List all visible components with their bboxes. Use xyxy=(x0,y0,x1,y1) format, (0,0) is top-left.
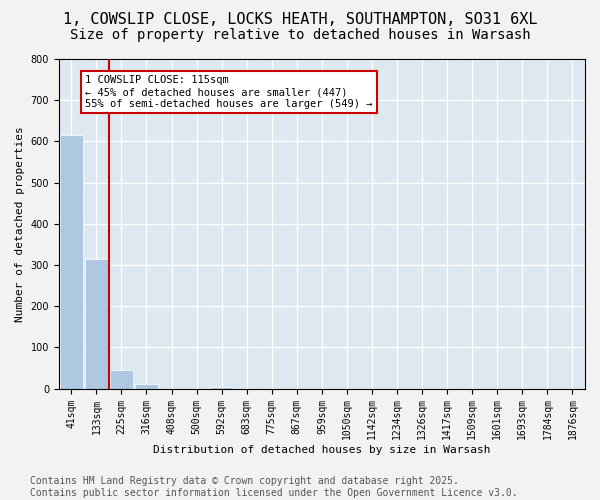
Bar xyxy=(85,259,107,388)
Text: Contains HM Land Registry data © Crown copyright and database right 2025.
Contai: Contains HM Land Registry data © Crown c… xyxy=(30,476,518,498)
Y-axis label: Number of detached properties: Number of detached properties xyxy=(15,126,25,322)
Bar xyxy=(135,384,158,388)
Text: 1 COWSLIP CLOSE: 115sqm
← 45% of detached houses are smaller (447)
55% of semi-d: 1 COWSLIP CLOSE: 115sqm ← 45% of detache… xyxy=(85,76,373,108)
Bar xyxy=(60,135,83,388)
Text: Size of property relative to detached houses in Warsash: Size of property relative to detached ho… xyxy=(70,28,530,42)
Text: 1, COWSLIP CLOSE, LOCKS HEATH, SOUTHAMPTON, SO31 6XL: 1, COWSLIP CLOSE, LOCKS HEATH, SOUTHAMPT… xyxy=(63,12,537,28)
Bar xyxy=(110,370,133,388)
Bar xyxy=(211,386,233,388)
X-axis label: Distribution of detached houses by size in Warsash: Distribution of detached houses by size … xyxy=(153,445,491,455)
